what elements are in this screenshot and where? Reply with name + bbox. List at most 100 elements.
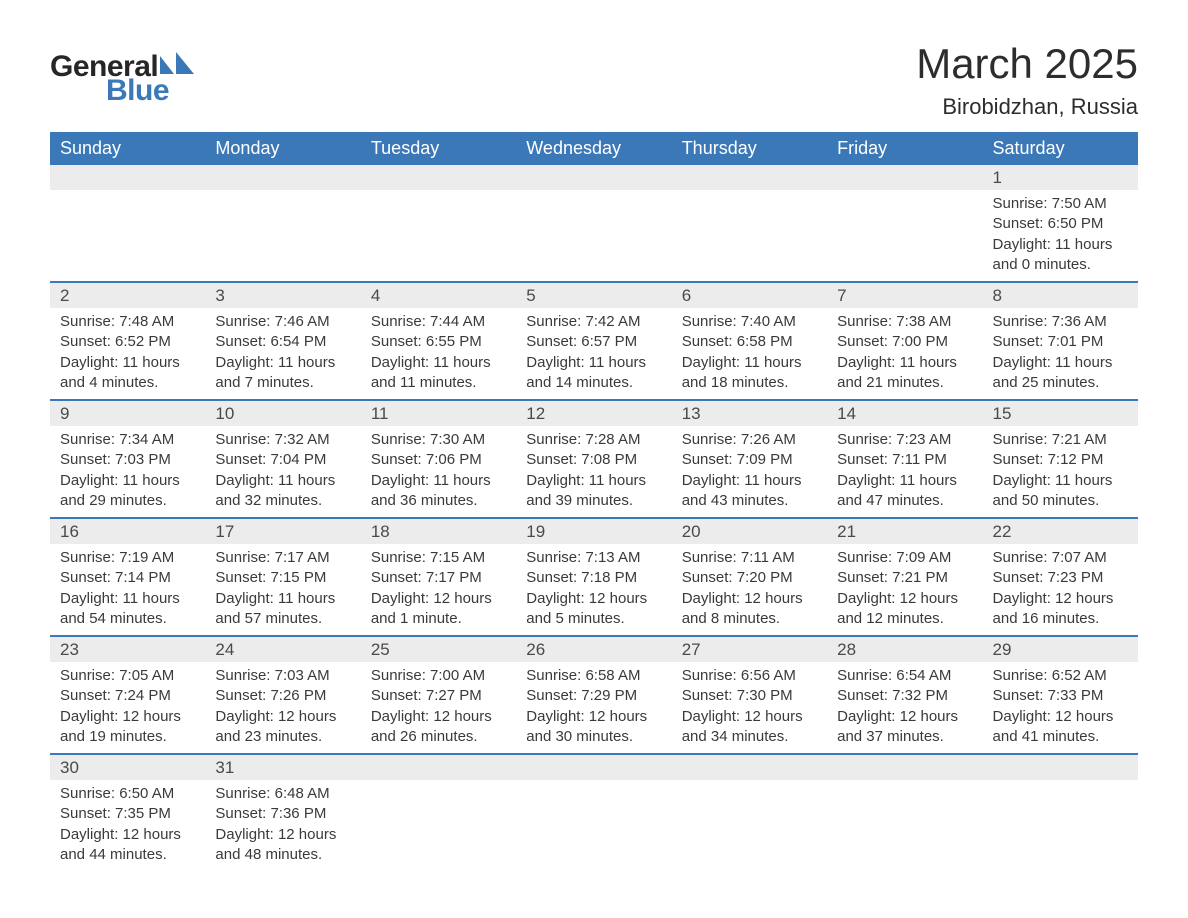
sunset-line: Sunset: 7:03 PM bbox=[60, 450, 195, 470]
day-number-cell: 1 bbox=[983, 165, 1138, 190]
day-number: 16 bbox=[60, 522, 79, 541]
day-number-cell: 12 bbox=[516, 400, 671, 426]
daylight-line: Daylight: 11 hours and 25 minutes. bbox=[993, 353, 1128, 394]
sunrise-line: Sunrise: 7:15 AM bbox=[371, 548, 506, 568]
sunset-line: Sunset: 6:54 PM bbox=[215, 332, 350, 352]
week-info-row: Sunrise: 7:48 AMSunset: 6:52 PMDaylight:… bbox=[50, 308, 1138, 400]
day-number-cell: 18 bbox=[361, 518, 516, 544]
day-number-cell: 26 bbox=[516, 636, 671, 662]
logo: General Blue bbox=[50, 50, 196, 108]
daylight-line: Daylight: 11 hours and 0 minutes. bbox=[993, 235, 1128, 276]
sunset-line: Sunset: 6:57 PM bbox=[526, 332, 661, 352]
daylight-line: Daylight: 12 hours and 30 minutes. bbox=[526, 707, 661, 748]
sunrise-line: Sunrise: 7:23 AM bbox=[837, 430, 972, 450]
sunset-line: Sunset: 6:52 PM bbox=[60, 332, 195, 352]
daylight-line: Daylight: 12 hours and 34 minutes. bbox=[682, 707, 817, 748]
day-info-cell: Sunrise: 7:38 AMSunset: 7:00 PMDaylight:… bbox=[827, 308, 982, 400]
day-number: 13 bbox=[682, 404, 701, 423]
day-number: 20 bbox=[682, 522, 701, 541]
sunrise-line: Sunrise: 7:26 AM bbox=[682, 430, 817, 450]
day-number: 8 bbox=[993, 286, 1002, 305]
sunset-line: Sunset: 7:27 PM bbox=[371, 686, 506, 706]
sunrise-line: Sunrise: 7:09 AM bbox=[837, 548, 972, 568]
day-number-cell: 17 bbox=[205, 518, 360, 544]
day-number: 27 bbox=[682, 640, 701, 659]
day-info-cell: Sunrise: 7:26 AMSunset: 7:09 PMDaylight:… bbox=[672, 426, 827, 518]
sunrise-line: Sunrise: 7:36 AM bbox=[993, 312, 1128, 332]
day-number-cell: 24 bbox=[205, 636, 360, 662]
sunset-line: Sunset: 7:11 PM bbox=[837, 450, 972, 470]
week-info-row: Sunrise: 7:19 AMSunset: 7:14 PMDaylight:… bbox=[50, 544, 1138, 636]
sunrise-line: Sunrise: 7:32 AM bbox=[215, 430, 350, 450]
day-info-cell: Sunrise: 7:34 AMSunset: 7:03 PMDaylight:… bbox=[50, 426, 205, 518]
day-number-cell: 9 bbox=[50, 400, 205, 426]
sunset-line: Sunset: 7:18 PM bbox=[526, 568, 661, 588]
day-info-cell: Sunrise: 7:19 AMSunset: 7:14 PMDaylight:… bbox=[50, 544, 205, 636]
day-number-cell bbox=[205, 165, 360, 190]
day-info-cell bbox=[50, 190, 205, 282]
sunrise-line: Sunrise: 7:21 AM bbox=[993, 430, 1128, 450]
logo-text-blue: Blue bbox=[106, 74, 196, 108]
day-info-cell: Sunrise: 6:48 AMSunset: 7:36 PMDaylight:… bbox=[205, 780, 360, 871]
calendar-table: Sunday Monday Tuesday Wednesday Thursday… bbox=[50, 132, 1138, 871]
daylight-line: Daylight: 11 hours and 43 minutes. bbox=[682, 471, 817, 512]
sunset-line: Sunset: 7:17 PM bbox=[371, 568, 506, 588]
sunset-line: Sunset: 7:30 PM bbox=[682, 686, 817, 706]
day-info-cell bbox=[827, 780, 982, 871]
day-number-cell: 25 bbox=[361, 636, 516, 662]
day-info-cell: Sunrise: 7:32 AMSunset: 7:04 PMDaylight:… bbox=[205, 426, 360, 518]
day-info-cell: Sunrise: 7:30 AMSunset: 7:06 PMDaylight:… bbox=[361, 426, 516, 518]
sunrise-line: Sunrise: 7:03 AM bbox=[215, 666, 350, 686]
sunrise-line: Sunrise: 7:30 AM bbox=[371, 430, 506, 450]
day-header: Tuesday bbox=[361, 132, 516, 165]
day-info-cell bbox=[672, 190, 827, 282]
day-number-cell: 21 bbox=[827, 518, 982, 544]
sunset-line: Sunset: 7:20 PM bbox=[682, 568, 817, 588]
day-number-cell bbox=[827, 754, 982, 780]
day-number: 15 bbox=[993, 404, 1012, 423]
sunset-line: Sunset: 7:09 PM bbox=[682, 450, 817, 470]
day-number-cell bbox=[516, 165, 671, 190]
week-daynum-row: 23242526272829 bbox=[50, 636, 1138, 662]
day-info-cell: Sunrise: 6:54 AMSunset: 7:32 PMDaylight:… bbox=[827, 662, 982, 754]
day-number: 24 bbox=[215, 640, 234, 659]
sunset-line: Sunset: 7:26 PM bbox=[215, 686, 350, 706]
sunrise-line: Sunrise: 7:07 AM bbox=[993, 548, 1128, 568]
sunrise-line: Sunrise: 7:46 AM bbox=[215, 312, 350, 332]
day-number: 23 bbox=[60, 640, 79, 659]
day-number-cell: 19 bbox=[516, 518, 671, 544]
daylight-line: Daylight: 11 hours and 11 minutes. bbox=[371, 353, 506, 394]
day-info-cell: Sunrise: 7:21 AMSunset: 7:12 PMDaylight:… bbox=[983, 426, 1138, 518]
week-info-row: Sunrise: 7:50 AMSunset: 6:50 PMDaylight:… bbox=[50, 190, 1138, 282]
day-number-cell: 29 bbox=[983, 636, 1138, 662]
daylight-line: Daylight: 11 hours and 4 minutes. bbox=[60, 353, 195, 394]
day-number: 31 bbox=[215, 758, 234, 777]
day-number: 4 bbox=[371, 286, 380, 305]
week-daynum-row: 16171819202122 bbox=[50, 518, 1138, 544]
sunset-line: Sunset: 7:21 PM bbox=[837, 568, 972, 588]
daylight-line: Daylight: 11 hours and 36 minutes. bbox=[371, 471, 506, 512]
sunset-line: Sunset: 7:04 PM bbox=[215, 450, 350, 470]
day-info-cell: Sunrise: 7:28 AMSunset: 7:08 PMDaylight:… bbox=[516, 426, 671, 518]
daylight-line: Daylight: 12 hours and 23 minutes. bbox=[215, 707, 350, 748]
day-number: 25 bbox=[371, 640, 390, 659]
day-info-cell bbox=[361, 190, 516, 282]
sunset-line: Sunset: 7:33 PM bbox=[993, 686, 1128, 706]
day-number: 2 bbox=[60, 286, 69, 305]
sunrise-line: Sunrise: 7:48 AM bbox=[60, 312, 195, 332]
day-info-cell: Sunrise: 6:56 AMSunset: 7:30 PMDaylight:… bbox=[672, 662, 827, 754]
title-block: March 2025 Birobidzhan, Russia bbox=[916, 40, 1138, 120]
day-number-cell bbox=[672, 754, 827, 780]
day-info-cell bbox=[827, 190, 982, 282]
daylight-line: Daylight: 11 hours and 14 minutes. bbox=[526, 353, 661, 394]
sunrise-line: Sunrise: 7:44 AM bbox=[371, 312, 506, 332]
daylight-line: Daylight: 11 hours and 7 minutes. bbox=[215, 353, 350, 394]
sunset-line: Sunset: 7:00 PM bbox=[837, 332, 972, 352]
day-number: 18 bbox=[371, 522, 390, 541]
day-number-cell: 5 bbox=[516, 282, 671, 308]
day-number: 19 bbox=[526, 522, 545, 541]
day-number-cell: 6 bbox=[672, 282, 827, 308]
daylight-line: Daylight: 12 hours and 44 minutes. bbox=[60, 825, 195, 866]
sunset-line: Sunset: 7:23 PM bbox=[993, 568, 1128, 588]
sunset-line: Sunset: 7:08 PM bbox=[526, 450, 661, 470]
